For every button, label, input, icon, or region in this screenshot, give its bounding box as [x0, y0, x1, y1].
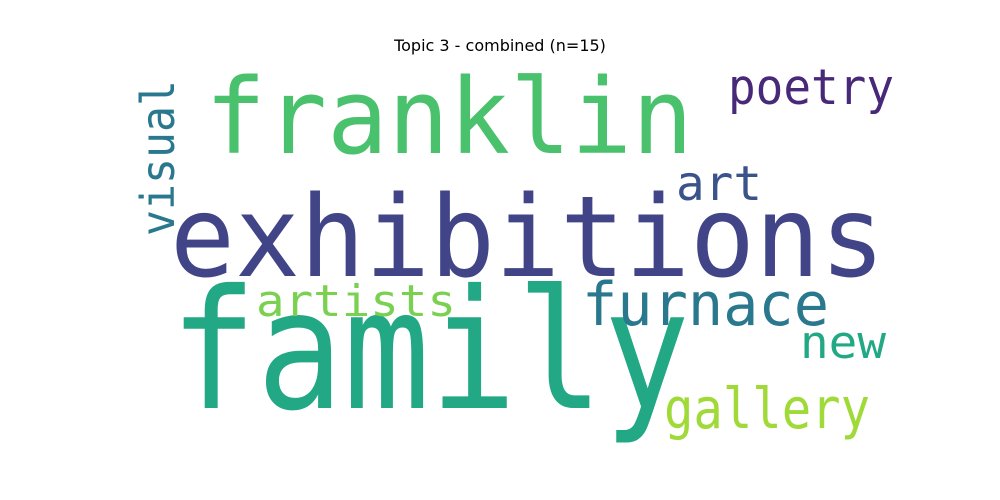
word-new: new [800, 316, 887, 369]
word-family: family [170, 255, 690, 448]
word-exhibitions: exhibitions [170, 173, 885, 303]
word-artists: artists [256, 276, 456, 327]
word-poetry: poetry [728, 59, 894, 116]
word-visual: visual [131, 80, 185, 236]
word-furnace: furnace [582, 270, 829, 340]
word-gallery: gallery [664, 377, 870, 442]
figure-title: Topic 3 - combined (n=15) [394, 36, 606, 55]
word-art: art [676, 156, 762, 212]
word-franklin: franklin [205, 56, 693, 178]
